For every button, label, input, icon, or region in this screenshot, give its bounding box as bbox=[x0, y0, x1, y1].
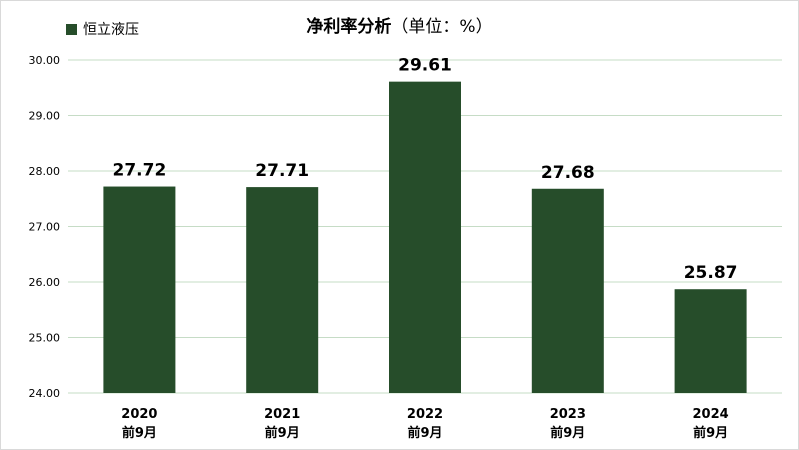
bar bbox=[103, 186, 176, 393]
legend-label: 恒立液压 bbox=[83, 22, 139, 38]
y-tick-label: 28.00 bbox=[29, 165, 61, 178]
x-category-period: 前9月 bbox=[550, 425, 585, 441]
x-category-year: 2023 bbox=[550, 407, 586, 422]
chart-title: 净利率分析（单位：%） bbox=[0, 12, 799, 37]
bar bbox=[246, 187, 319, 393]
bar bbox=[674, 289, 747, 393]
bar bbox=[389, 81, 461, 394]
chart-title-main: 净利率分析 bbox=[306, 17, 392, 37]
y-tick-label: 26.00 bbox=[29, 276, 61, 289]
data-label: 25.87 bbox=[684, 263, 738, 283]
y-tick-label: 29.00 bbox=[29, 110, 61, 123]
x-category-year: 2022 bbox=[407, 407, 443, 422]
data-label: 29.61 bbox=[398, 56, 452, 76]
data-label: 27.72 bbox=[113, 161, 167, 181]
data-label: 27.71 bbox=[255, 161, 309, 181]
y-tick-label: 27.00 bbox=[29, 221, 61, 234]
legend-swatch bbox=[66, 23, 77, 35]
y-tick-label: 24.00 bbox=[29, 387, 61, 400]
bar bbox=[531, 188, 604, 393]
data-label: 27.68 bbox=[541, 163, 595, 183]
y-tick-label: 25.00 bbox=[29, 332, 61, 345]
x-category-year: 2021 bbox=[264, 407, 300, 422]
legend: 恒立液压 bbox=[66, 19, 139, 39]
x-category-period: 前9月 bbox=[265, 425, 300, 441]
x-category-period: 前9月 bbox=[122, 425, 157, 441]
y-tick-label: 30.00 bbox=[29, 54, 61, 67]
x-category-period: 前9月 bbox=[693, 425, 728, 441]
chart-title-unit: （单位：%） bbox=[391, 17, 493, 37]
x-category-period: 前9月 bbox=[407, 425, 442, 441]
x-category-year: 2024 bbox=[693, 407, 729, 422]
x-category-year: 2020 bbox=[121, 407, 157, 422]
